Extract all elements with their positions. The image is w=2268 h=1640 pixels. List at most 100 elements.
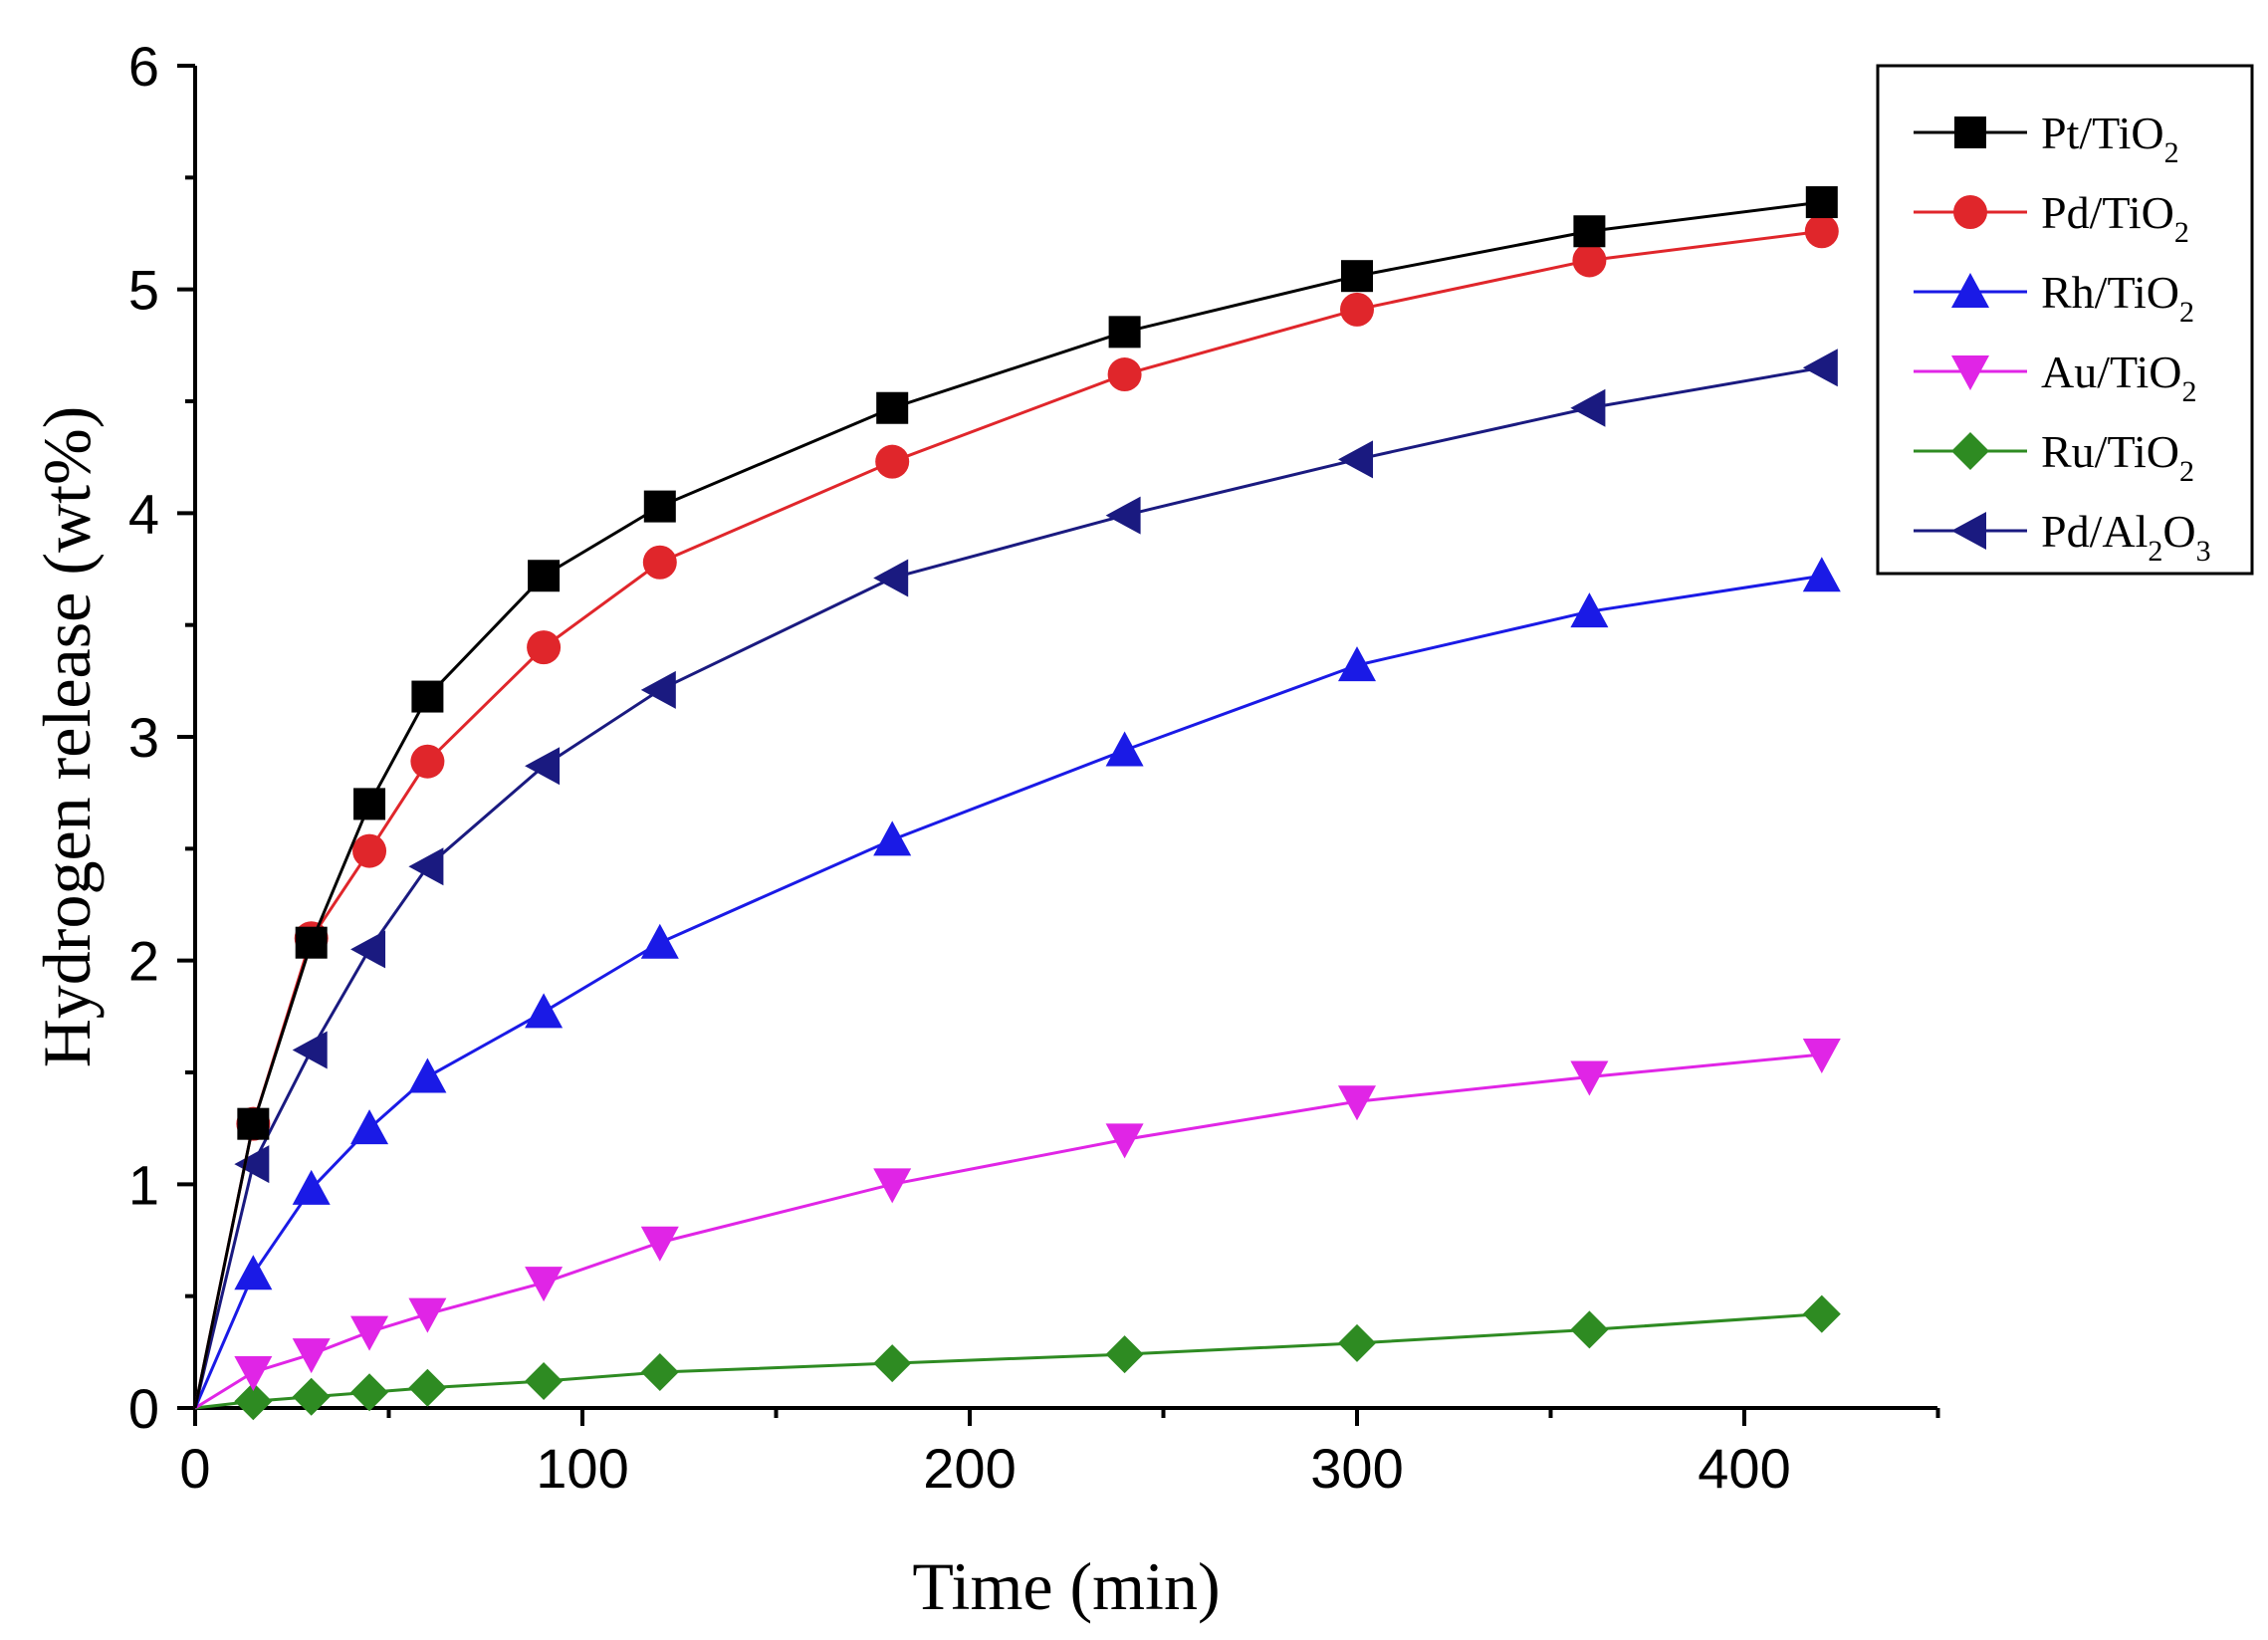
legend-box	[1876, 64, 2254, 576]
point-ru-tio2-120	[640, 1353, 679, 1392]
legend-label-sub: 2	[2179, 296, 2194, 329]
y-tick-label-5: 5	[128, 259, 159, 322]
legend-label-tail: O	[2162, 506, 2195, 557]
point-rh-tio2-90	[525, 993, 564, 1029]
point-pd-tio2-360	[1572, 243, 1607, 278]
legend-marker-au-tio2	[1951, 355, 1989, 390]
point-pd-al2o3-30	[292, 1031, 328, 1069]
y-tick-label-3: 3	[128, 706, 159, 769]
point-pd-tio2-240	[1107, 357, 1142, 392]
legend-label-sub: 2	[2181, 375, 2196, 408]
point-pd-al2o3-15	[234, 1145, 270, 1184]
point-ru-tio2-30	[292, 1377, 331, 1416]
legend-label-sub: 2	[2164, 136, 2179, 169]
legend-label-ru-tio2: Ru/TiO2	[2041, 426, 2194, 488]
point-au-tio2-90	[525, 1267, 564, 1302]
series-rh-tio2	[193, 557, 1841, 1409]
legend-marker-ru-tio2	[1951, 432, 1989, 470]
point-pt-tio2-360	[1573, 215, 1606, 248]
point-pd-tio2-120	[642, 545, 677, 580]
point-au-tio2-240	[1105, 1123, 1144, 1159]
point-pt-tio2-420	[1805, 186, 1838, 219]
point-pt-tio2-180	[876, 391, 909, 424]
series-layer	[193, 186, 1841, 1421]
series-line-au-tio2	[194, 1053, 1822, 1410]
y-tick-label-4: 4	[128, 482, 159, 545]
series-pd-tio2	[193, 214, 1839, 1409]
ticks: 0 100 200 300 400 0 1 2 3 4 5 6	[128, 35, 1940, 1500]
point-rh-tio2-120	[640, 923, 679, 959]
legend-label-main: Pd/Al	[2041, 506, 2148, 557]
point-au-tio2-60	[408, 1297, 447, 1333]
point-au-tio2-30	[292, 1338, 331, 1374]
legend-entry-pd-tio2: Pd/TiO2	[1914, 187, 2189, 249]
y-tick-label-2: 2	[128, 930, 159, 993]
x-tick-label-400: 400	[1698, 1437, 1790, 1500]
legend-label-main: Pt/TiO	[2041, 108, 2164, 158]
y-axis-title: Hydrogen release (wt%)	[29, 406, 105, 1068]
legend-marker-pd-al2o3	[1951, 512, 1986, 550]
point-rh-tio2-240	[1105, 731, 1144, 767]
legend-label-main: Au/TiO	[2041, 347, 2181, 397]
legend-label-main: Ru/TiO	[2041, 426, 2179, 477]
point-pd-al2o3-120	[640, 670, 676, 709]
x-tick-label-200: 200	[923, 1437, 1016, 1500]
legend-label-sub: 2	[2179, 455, 2194, 488]
point-pd-al2o3-180	[873, 559, 909, 597]
point-pd-al2o3-90	[525, 747, 561, 786]
point-rh-tio2-420	[1802, 557, 1841, 592]
point-pd-al2o3-240	[1105, 496, 1141, 535]
point-pt-tio2-120	[643, 490, 676, 523]
y-tick-label-6: 6	[128, 35, 159, 98]
x-tick-label-100: 100	[536, 1437, 628, 1500]
point-ru-tio2-180	[873, 1344, 912, 1383]
point-pd-al2o3-45	[350, 930, 386, 969]
point-au-tio2-120	[640, 1226, 679, 1262]
point-pt-tio2-30	[295, 926, 328, 959]
point-ru-tio2-15	[234, 1382, 273, 1421]
point-pt-tio2-15	[237, 1107, 270, 1140]
series-line-pd-al2o3	[193, 365, 1823, 1409]
point-pd-tio2-300	[1340, 292, 1374, 327]
point-pd-tio2-90	[527, 630, 562, 665]
series-ru-tio2	[194, 1294, 1841, 1421]
legend-marker-rh-tio2	[1951, 273, 1989, 308]
point-pd-tio2-180	[875, 444, 910, 479]
point-pd-al2o3-300	[1338, 440, 1373, 479]
point-pd-tio2-45	[352, 833, 387, 868]
legend: Pt/TiO2Pd/TiO2Rh/TiO2Au/TiO2Ru/TiO2Pd/Al…	[1876, 64, 2254, 576]
point-rh-tio2-45	[350, 1109, 389, 1145]
series-line-pt-tio2	[193, 200, 1822, 1409]
point-rh-tio2-180	[873, 820, 912, 856]
legend-label-sub2: 3	[2196, 535, 2211, 568]
point-ru-tio2-420	[1802, 1294, 1841, 1333]
legend-label-main: Pd/TiO	[2041, 187, 2174, 238]
point-pd-al2o3-360	[1570, 388, 1606, 427]
point-pd-tio2-60	[410, 744, 445, 779]
point-rh-tio2-15	[234, 1255, 273, 1290]
point-pt-tio2-60	[411, 680, 444, 713]
point-pt-tio2-90	[528, 560, 561, 592]
legend-entry-au-tio2: Au/TiO2	[1914, 347, 2196, 408]
legend-label-pd-tio2: Pd/TiO2	[2041, 187, 2189, 249]
point-pd-al2o3-60	[408, 847, 444, 886]
point-au-tio2-15	[234, 1356, 273, 1392]
legend-marker-pt-tio2	[1954, 117, 1986, 148]
x-tick-label-0: 0	[179, 1437, 210, 1500]
point-au-tio2-360	[1570, 1060, 1609, 1096]
point-rh-tio2-360	[1570, 592, 1609, 628]
legend-entry-rh-tio2: Rh/TiO2	[1914, 267, 2194, 329]
point-pd-al2o3-420	[1802, 349, 1838, 387]
legend-label-au-tio2: Au/TiO2	[2041, 347, 2196, 408]
point-ru-tio2-300	[1338, 1323, 1376, 1362]
legend-label-rh-tio2: Rh/TiO2	[2041, 267, 2194, 329]
point-ru-tio2-45	[350, 1373, 389, 1412]
point-ru-tio2-360	[1570, 1310, 1609, 1349]
x-tick-label-300: 300	[1310, 1437, 1403, 1500]
y-tick-label-1: 1	[128, 1153, 159, 1216]
point-ru-tio2-240	[1105, 1335, 1144, 1374]
axes	[193, 66, 1937, 1410]
legend-label-pt-tio2: Pt/TiO2	[2041, 108, 2179, 169]
x-axis-title: Time (min)	[912, 1548, 1220, 1624]
